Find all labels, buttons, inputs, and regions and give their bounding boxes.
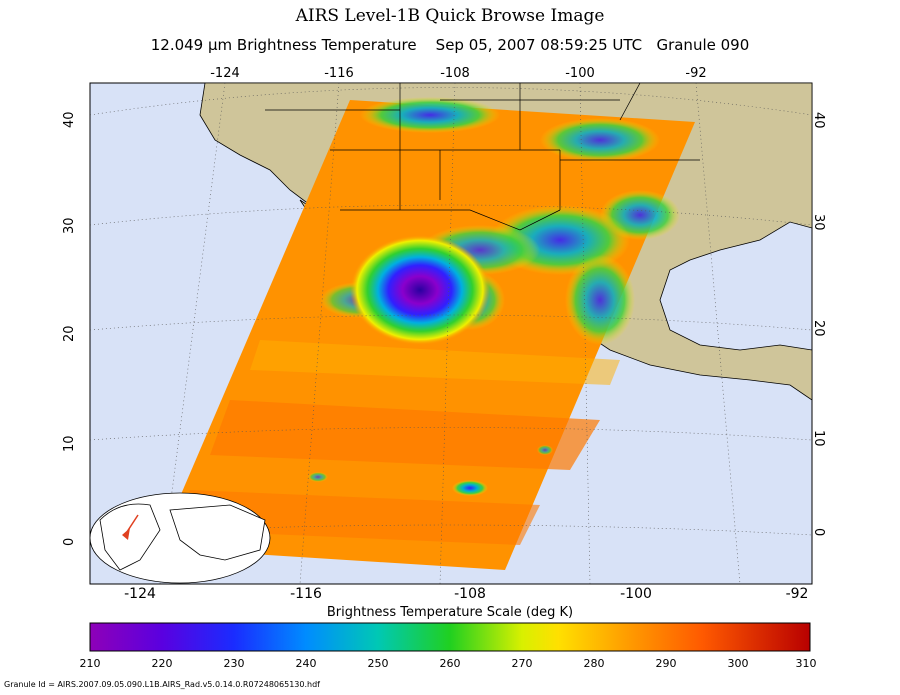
scale-tick: 220 (151, 657, 173, 670)
lon-tick-top: -108 (440, 66, 470, 81)
scale-tick: 250 (367, 657, 389, 670)
cloud-region (360, 97, 500, 133)
lat-tick-right: 30 (811, 214, 826, 231)
lat-tick-right: 20 (811, 320, 826, 337)
lat-tick-left: 0 (62, 537, 77, 546)
lat-tick-left: 20 (62, 325, 77, 342)
scale-tick: 310 (795, 657, 817, 670)
scale-tick: 290 (655, 657, 677, 670)
small-cloud (452, 480, 488, 496)
lon-tick-bottom: -100 (620, 586, 652, 602)
temperature-color-bar (89, 622, 811, 652)
cloud-region (540, 118, 660, 162)
inset-globe (90, 492, 271, 584)
political-borders (265, 83, 700, 231)
scale-tick: 300 (727, 657, 749, 670)
small-cloud (308, 472, 328, 482)
lon-tick-bottom: -124 (124, 586, 156, 602)
hurricane-storm (350, 235, 490, 345)
lon-tick-top: -92 (685, 66, 707, 81)
scale-tick: 240 (295, 657, 317, 670)
lon-tick-bottom: -92 (785, 586, 809, 602)
lat-tick-left: 10 (62, 435, 77, 452)
swath-warm-band (210, 400, 600, 470)
lat-tick-left: 30 (62, 217, 77, 234)
lat-tick-right: 10 (811, 430, 826, 447)
cloud-region (565, 255, 635, 345)
swath-warm-band (250, 340, 620, 385)
granule-id: Granule Id = AIRS.2007.09.05.090.L1B.AIR… (4, 680, 320, 689)
scale-tick: 210 (79, 657, 101, 670)
lon-tick-top: -100 (565, 66, 595, 81)
lat-tick-right: 0 (811, 528, 826, 537)
lat-tick-right: 40 (811, 112, 826, 129)
scale-tick: 230 (223, 657, 245, 670)
lat-tick-left: 40 (62, 111, 77, 128)
scale-tick: 280 (583, 657, 605, 670)
lon-tick-bottom: -108 (454, 586, 486, 602)
scale-tick: 270 (511, 657, 533, 670)
scale-tick: 260 (439, 657, 461, 670)
lon-tick-top: -116 (324, 66, 354, 81)
lon-tick-top: -124 (210, 66, 240, 81)
map-subtitle: 12.049 μm Brightness Temperature Sep 05,… (150, 36, 750, 54)
lon-tick-bottom: -116 (290, 586, 322, 602)
small-cloud (537, 445, 553, 455)
color-scale-label: Brightness Temperature Scale (deg K) (326, 605, 574, 620)
map-title: AIRS Level-1B Quick Browse Image (295, 6, 605, 26)
